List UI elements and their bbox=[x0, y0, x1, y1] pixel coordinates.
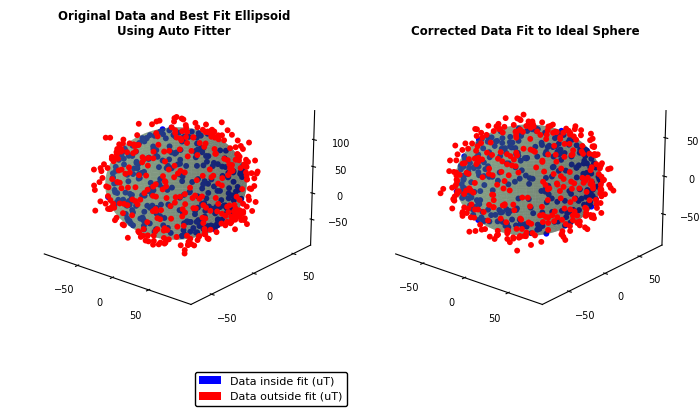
Legend: Data inside fit (uT), Data outside fit (uT): Data inside fit (uT), Data outside fit (… bbox=[195, 372, 347, 406]
Title: Original Data and Best Fit Ellipsoid
Using Auto Fitter: Original Data and Best Fit Ellipsoid Usi… bbox=[58, 10, 290, 38]
Title: Corrected Data Fit to Ideal Sphere: Corrected Data Fit to Ideal Sphere bbox=[412, 25, 640, 38]
